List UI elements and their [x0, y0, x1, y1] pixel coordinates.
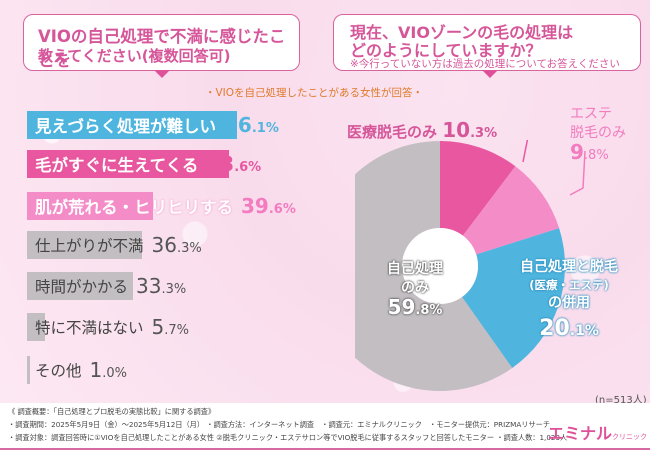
footer-line3: ・調査対象：調査回答時に①VIOを自己処理したことがある女性 ②脱毛クリニック・…	[8, 433, 568, 442]
left-question-line2: 教えてください(複数回答可)	[38, 47, 231, 65]
bar	[27, 313, 46, 341]
footer-line2: ・調査期間：2025年5月9日（金）～2025年5月12日（月） ・調査方法：イ…	[8, 420, 551, 429]
pie-slice	[461, 228, 565, 369]
logo-sub: クリニック	[612, 433, 648, 441]
pie-label-medical-text: 医療脱毛のみ	[347, 123, 438, 141]
respondent-note: ・VIOを自己処理したことがある女性が回答・	[205, 87, 424, 99]
pie-slice	[462, 166, 560, 255]
pie-value-este-int: 9	[570, 140, 584, 164]
pie-label-medical: 医療脱毛のみ 10.3%	[347, 118, 497, 142]
bar-row: 毛がすぐに生えてくる 63.6%	[27, 150, 261, 178]
bar-label: その他	[35, 362, 82, 380]
pie-value-medical-dec: .3%	[470, 126, 498, 141]
pie-value-combo-dec: .1%	[569, 323, 599, 339]
pie-label-combo-line3: の併用	[548, 295, 590, 311]
leader-line-medical	[515, 136, 529, 163]
bar-label: 毛がすぐに生えてくる	[35, 156, 199, 175]
bar-label: 時間がかかる	[35, 278, 129, 296]
bar	[27, 356, 31, 384]
bar-row: 仕上がりが不満 36.3%	[27, 231, 202, 259]
bar	[27, 272, 133, 300]
pie-slice	[440, 141, 516, 236]
donut-chart-svg	[315, 136, 586, 391]
bar-value-label: 33.3%	[136, 274, 187, 298]
leader-line-este	[569, 150, 586, 196]
bar-label: 特に不満はない	[35, 319, 144, 337]
right-question-pointer-icon	[482, 70, 498, 78]
pie-label-combo-line2: (医療・エステ)	[529, 278, 609, 292]
pie-label-combo-line1: 自己処理と脱毛	[520, 259, 618, 275]
bar-label: 仕上がりが不満	[35, 237, 144, 255]
bar-value-label: 66.1%	[224, 113, 279, 137]
footer: 《 調査概要：「自己処理とプロ脱毛の実態比較」に関する調査》 ・調査期間：202…	[0, 403, 650, 450]
right-question-box: 現在、VIOゾーンの毛の処理は どのようにしていますか？ ※今行っていない方は過…	[333, 14, 641, 71]
logo-main: エミナル	[548, 424, 613, 443]
bar	[27, 192, 153, 220]
bar-value-label: 39.6%	[241, 194, 296, 218]
bar-value-label: 5.7%	[151, 315, 190, 339]
bar-row: その他 1.0%	[27, 356, 127, 384]
bar-value-label: 36.3%	[151, 233, 202, 257]
pie-label-este-line1: エステ	[570, 106, 612, 122]
left-question-pointer-icon	[154, 70, 170, 78]
bar-row: 見えづらく処理が難しい 66.1%	[27, 111, 279, 139]
bar-label: 肌が荒れる・ヒリヒリする	[35, 198, 233, 217]
right-question-note: ※今行っていない方は過去の処理についてお答えください	[350, 58, 620, 70]
pie-label-self-line1: 自己処理	[387, 261, 443, 277]
right-question-line2: どのようにしていますか？	[350, 41, 542, 60]
footer-line1: 《 調査概要：「自己処理とプロ脱毛の実態比較」に関する調査》	[8, 407, 216, 416]
right-question-line1: 現在、VIOゾーンの毛の処理は	[350, 23, 574, 42]
bar	[27, 111, 237, 139]
left-question-line1: VIOの自己処理で不満に感じたことを	[38, 27, 286, 70]
pie-label-combo: 自己処理と脱毛 (医療・エステ) の併用 20.1%	[520, 258, 618, 340]
pie-label-self-line2: のみ	[401, 280, 429, 296]
pie-value-self-int: 59	[387, 295, 416, 319]
pie-label-este-line2: 脱毛のみ	[570, 125, 626, 141]
brand-logo: エミナルクリニック	[548, 420, 647, 444]
pie-value-este-dec: .8%	[583, 148, 609, 163]
bar-row: 特に不満はない 5.7%	[27, 313, 189, 341]
bar-row: 時間がかかる 33.3%	[27, 272, 186, 300]
bar-value-label: 63.6%	[206, 152, 262, 176]
left-question-box: VIOの自己処理で不満に感じたことを 教えてください(複数回答可)	[23, 14, 300, 71]
pie-value-medical-int: 10	[442, 118, 471, 142]
sample-size-note: (n=513人)	[595, 395, 647, 406]
donut-hole	[402, 228, 478, 304]
bar	[27, 150, 230, 178]
pie-label-self: 自己処理 のみ 59.8%	[387, 260, 443, 320]
bar-value-label: 1.0%	[89, 358, 128, 382]
pie-slice	[315, 141, 513, 391]
bar-label: 見えづらく処理が難しい	[35, 117, 217, 136]
pie-value-self-dec: .8%	[415, 303, 443, 318]
pie-label-este: エステ 脱毛のみ 9.8%	[570, 105, 626, 165]
bar-row: 肌が荒れる・ヒリヒリする 39.6%	[27, 192, 296, 220]
pie-value-combo-int: 20	[539, 316, 570, 341]
donut-chart: 医療脱毛のみ 10.3% エステ 脱毛のみ 9.8% 自己処理と脱毛 (医療・エ…	[315, 106, 645, 400]
bar	[27, 231, 143, 259]
